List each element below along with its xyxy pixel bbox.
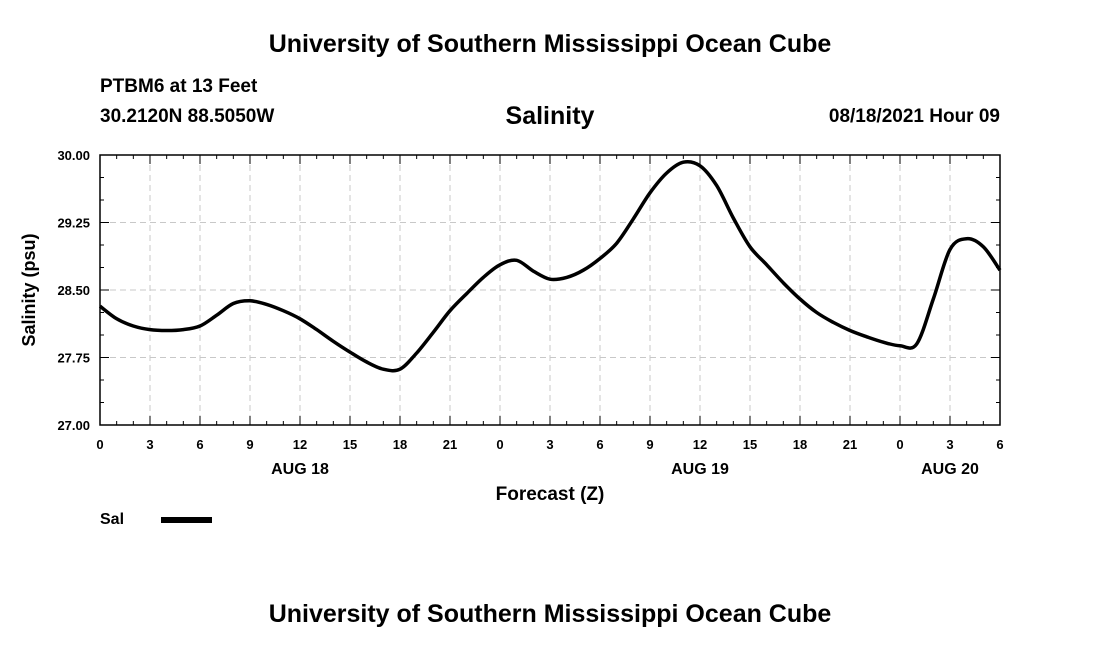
grid-lines [100, 155, 1000, 425]
x-tick-label: 12 [293, 437, 307, 452]
x-tick-label: 6 [196, 437, 203, 452]
y-tick-label: 29.25 [57, 216, 90, 231]
plot-frame [99, 154, 1001, 426]
x-tick-label: 3 [546, 437, 553, 452]
y-axis-label: Salinity (psu) [19, 233, 39, 346]
x-tick-label: 6 [596, 437, 603, 452]
date-label: AUG 18 [271, 461, 329, 478]
y-tick-label: 27.75 [57, 351, 90, 366]
x-tick-label: 21 [443, 437, 457, 452]
series-lines [98, 159, 1002, 373]
x-tick-label: 3 [146, 437, 153, 452]
chart-title: Salinity [506, 102, 595, 130]
x-tick-label: 18 [793, 437, 807, 452]
x-tick-label: 21 [843, 437, 857, 452]
footer-title: University of Southern Mississippi Ocean… [268, 600, 832, 628]
x-tick-label: 15 [743, 437, 757, 452]
station-label: PTBM6 at 13 Feet [100, 76, 258, 97]
page-title: University of Southern Mississippi Ocean… [268, 30, 832, 58]
x-tick-label: 0 [96, 437, 103, 452]
y-tick-label: 30.00 [57, 148, 90, 163]
x-tick-label: 12 [693, 437, 707, 452]
tick-labels: 0 3 6 9 12 15 18 21 0 3 6 9 12 15 18 21 0 3 6 AUG 18 AUG 19 A… [57, 148, 1003, 478]
x-tick-label: 9 [646, 437, 653, 452]
series-line-salinity [98, 159, 1002, 373]
x-tick-label: 18 [393, 437, 407, 452]
x-tick-label: 9 [246, 437, 253, 452]
x-tick-label: 6 [996, 437, 1003, 452]
x-axis-label: Forecast (Z) [496, 484, 605, 505]
date-label: AUG 20 [921, 461, 979, 478]
legend-label: Sal [100, 511, 124, 528]
x-tick-label: 0 [896, 437, 903, 452]
coordinates-label: 30.2120N 88.5050W [100, 106, 275, 127]
date-label: AUG 19 [671, 461, 729, 478]
y-tick-label: 27.00 [57, 418, 90, 433]
x-tick-label: 15 [343, 437, 357, 452]
timestamp-label: 08/18/2021 Hour 09 [828, 106, 1000, 127]
y-tick-label: 28.50 [57, 283, 90, 298]
x-tick-label: 0 [496, 437, 503, 452]
x-tick-label: 3 [946, 437, 953, 452]
